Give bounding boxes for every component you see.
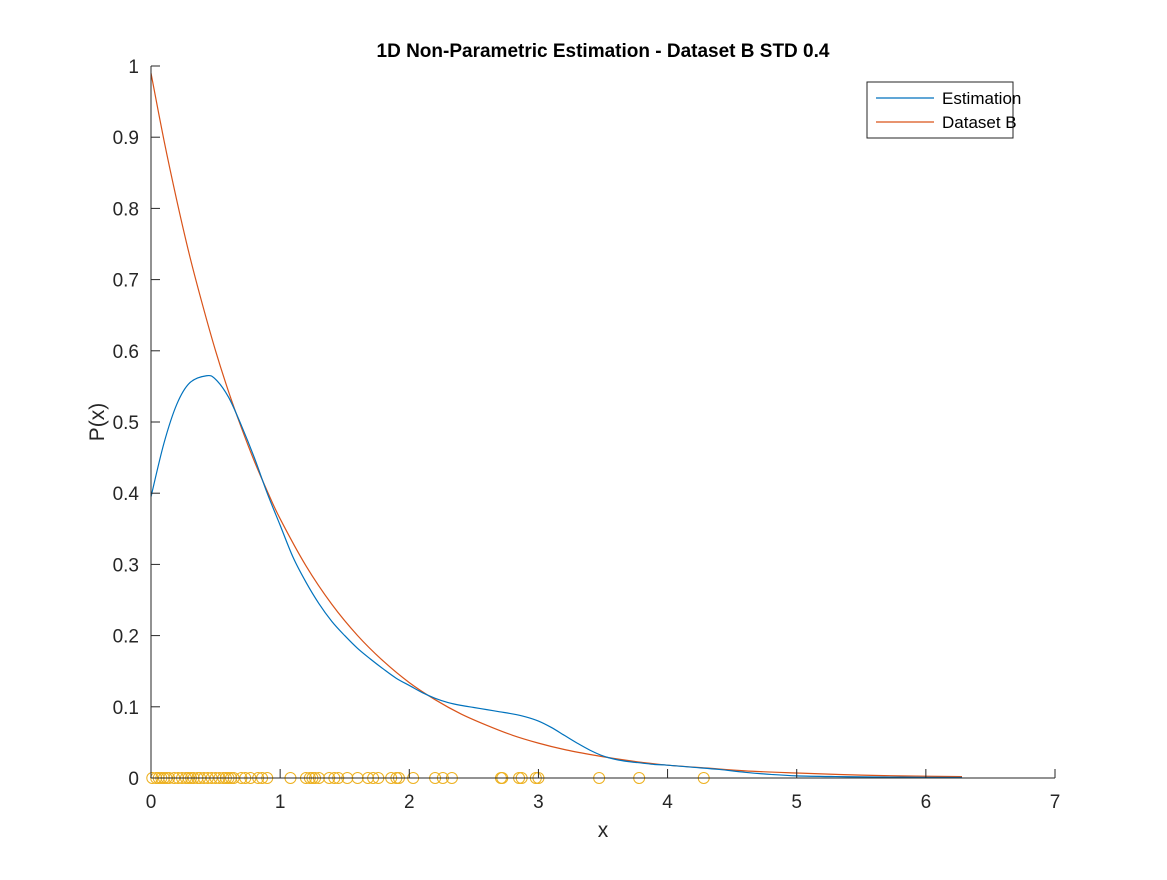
y-axis-label: P(x) [86,403,109,442]
legend-box [866,81,1014,139]
y-tick-label: 0.4 [113,484,140,505]
legend-label-estimation: Estimation [942,89,1021,108]
series-line-estimation [150,374,963,779]
y-tick-label: 1 [128,57,139,78]
x-tick-label: 0 [146,792,157,813]
y-tick-label: 0.1 [113,698,139,719]
y-tick-label: 0.3 [113,555,139,576]
legend-label-dataset-b: Dataset B [942,113,1017,132]
x-tick-label: 5 [791,792,802,813]
y-axis-ticks: 0 0.1 0.2 0.3 0.4 0.5 0.6 0.7 0.8 0.9 1 [113,57,160,790]
series-lines [150,73,963,779]
axes: 0 1 2 3 4 5 6 7 0 0.1 0.2 0.3 0.4 0.5 0.6 0.7 0.8 0.9 1 [113,57,1061,813]
x-tick-label: 2 [404,792,415,813]
y-tick-label: 0.9 [113,128,139,149]
legend: Estimation Dataset B [866,81,1021,139]
y-tick-label: 0.5 [113,413,139,434]
chart-title: 1D Non-Parametric Estimation - Dataset B… [377,41,830,62]
x-axis-label: x [598,819,609,842]
x-tick-label: 1 [275,792,286,813]
y-tick-label: 0.8 [113,199,139,220]
y-tick-label: 0.7 [113,271,139,292]
x-axis-ticks: 0 1 2 3 4 5 6 7 [146,769,1061,813]
x-tick-label: 6 [921,792,932,813]
x-tick-label: 4 [662,792,673,813]
y-tick-label: 0 [128,769,139,790]
y-tick-label: 0.6 [113,342,139,363]
x-tick-label: 7 [1050,792,1061,813]
x-tick-label: 3 [533,792,544,813]
y-tick-label: 0.2 [113,627,139,648]
plot-area [146,66,1055,784]
axes-box [151,66,1055,778]
